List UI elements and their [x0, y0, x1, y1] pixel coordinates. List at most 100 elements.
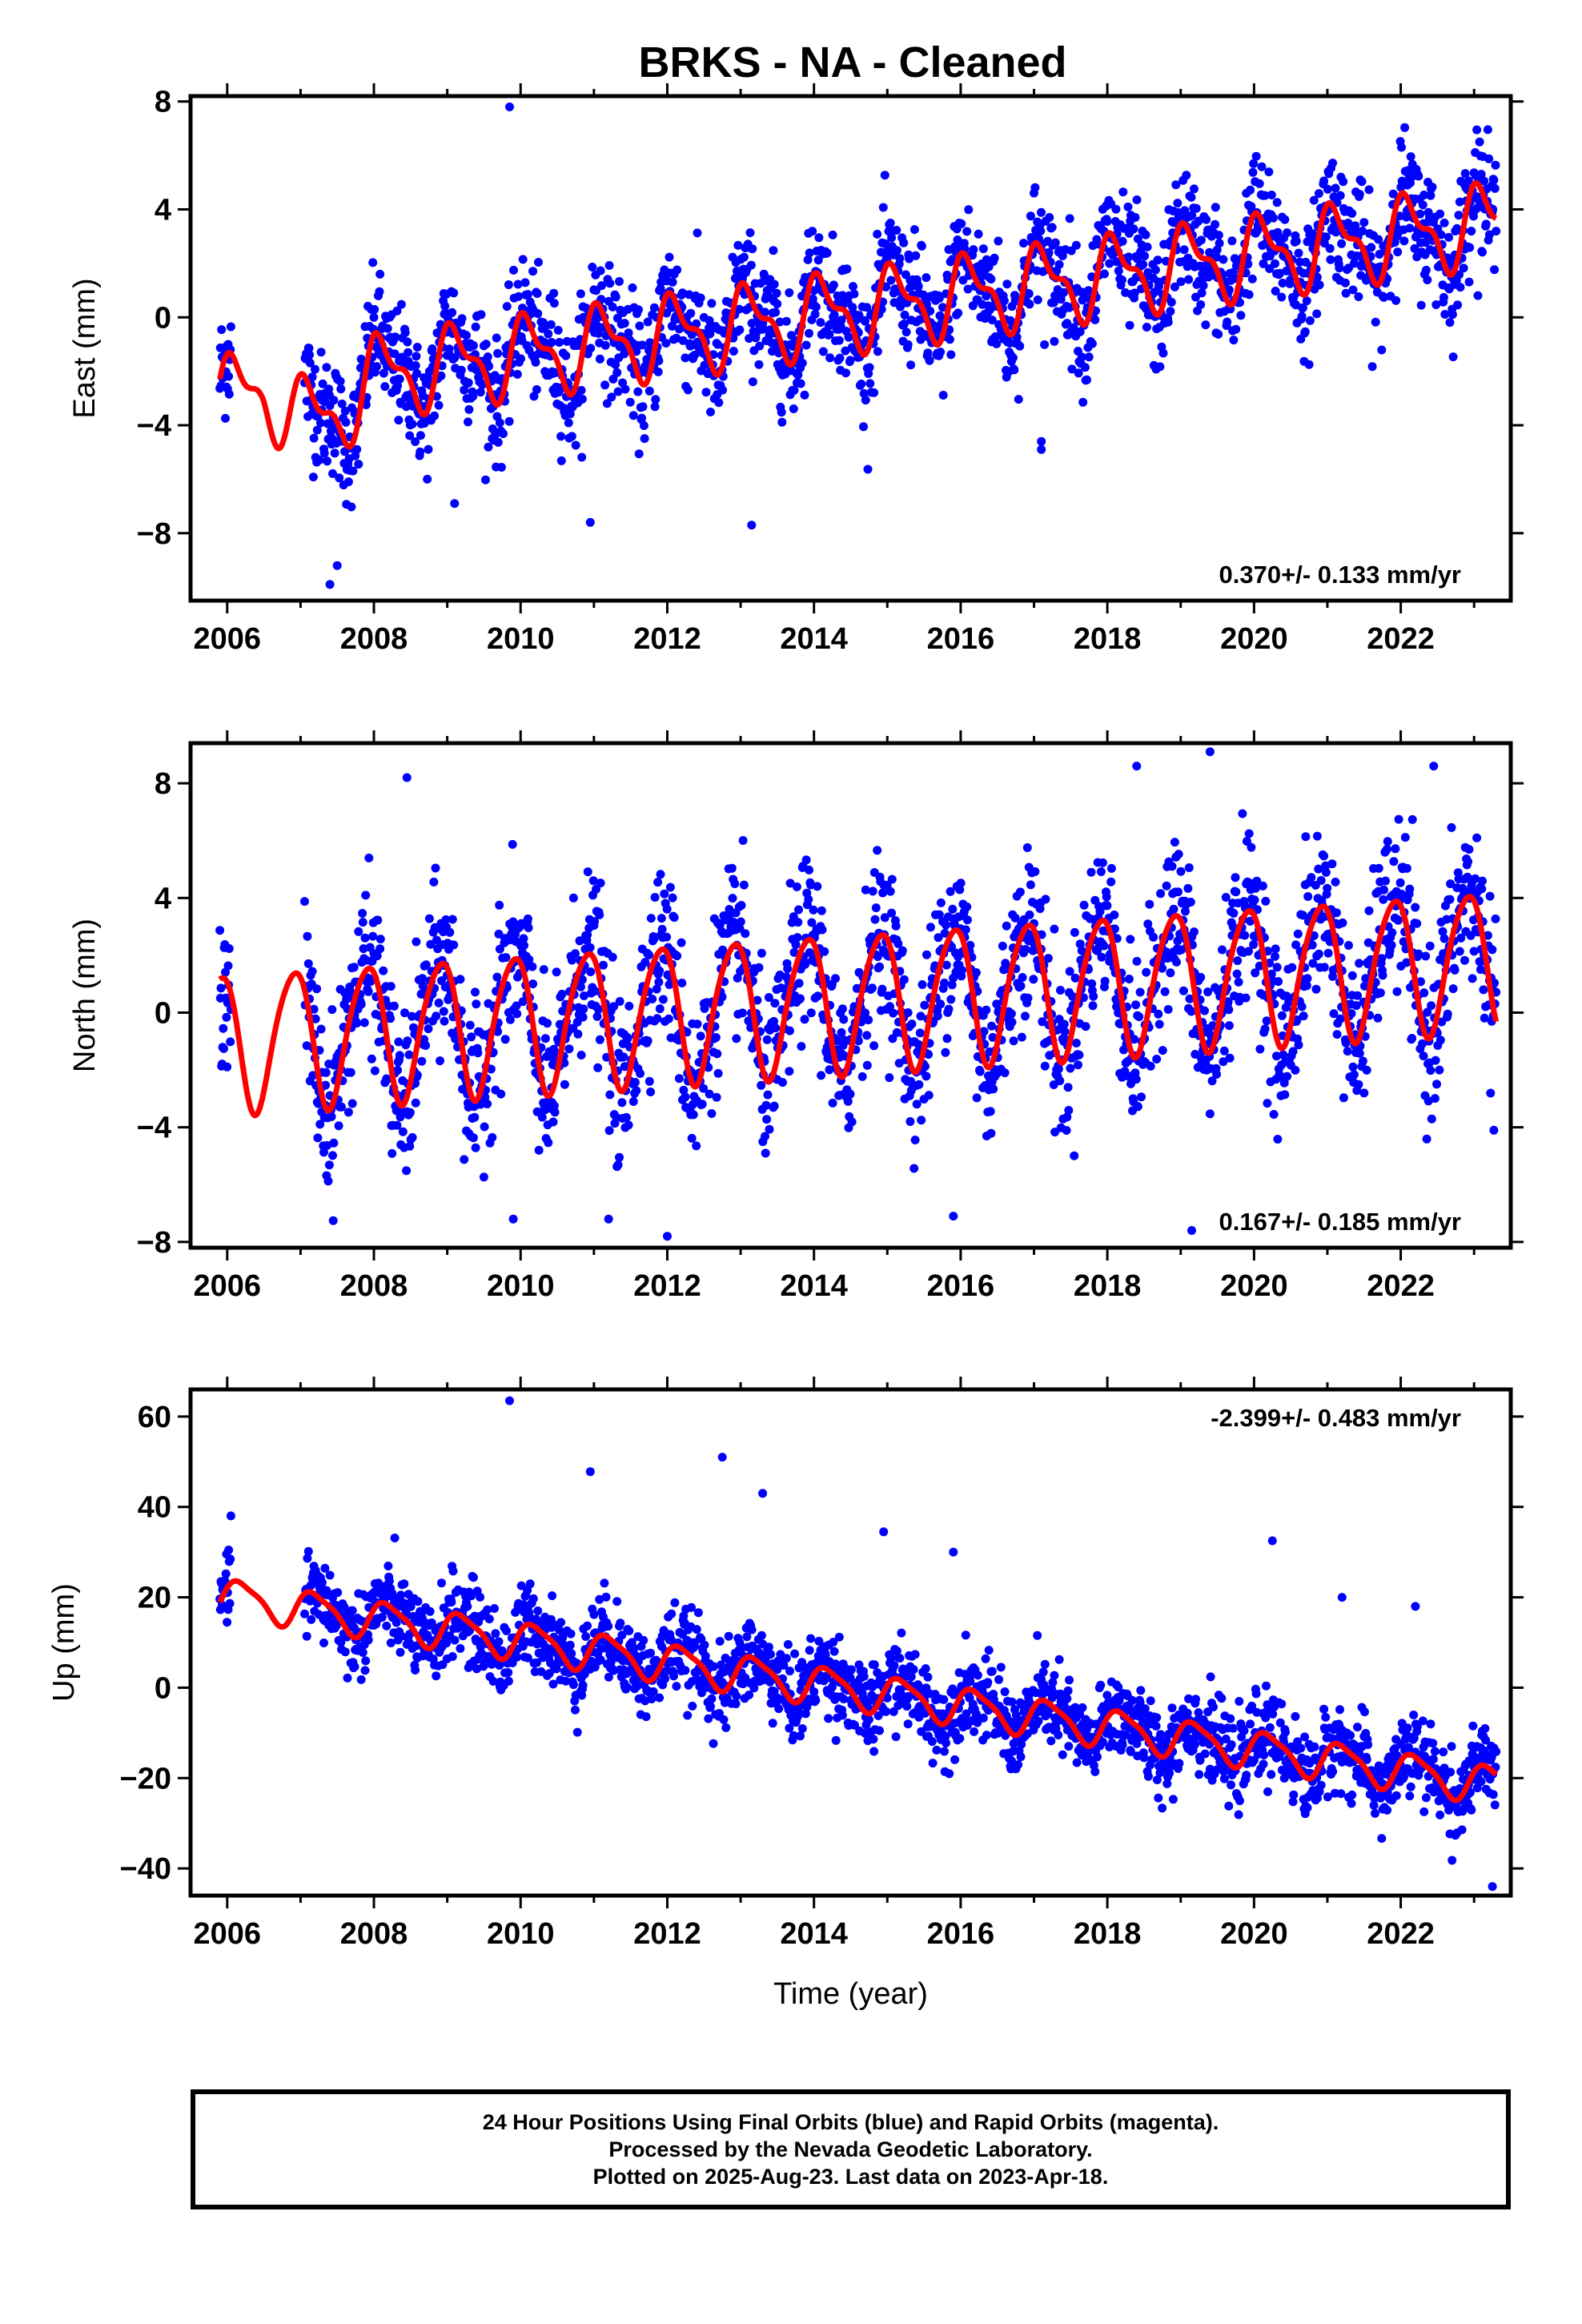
north-point [665, 883, 675, 892]
north-point [579, 1004, 588, 1014]
north-point [1375, 988, 1385, 998]
up-point [356, 1675, 366, 1684]
east-point [1215, 239, 1224, 248]
east-point [1328, 159, 1338, 168]
north-point [424, 914, 434, 923]
north-point [730, 879, 740, 888]
north-point [1224, 1005, 1234, 1015]
east-y-tick-label: 4 [155, 193, 171, 227]
north-point [1079, 900, 1089, 910]
north-point [1186, 1007, 1196, 1016]
north-point [386, 982, 396, 991]
east-point [921, 273, 931, 283]
up-point [363, 1635, 373, 1645]
east-y-tick-label: 8 [155, 86, 171, 119]
north-point [483, 1100, 492, 1108]
east-point [428, 344, 437, 353]
north-point [660, 889, 669, 899]
east-point [312, 425, 322, 435]
east-point [329, 396, 339, 405]
north-point [1439, 934, 1449, 943]
north-point [662, 932, 672, 942]
north-point [1287, 963, 1297, 972]
north-point [393, 1065, 403, 1075]
north-point [1009, 1036, 1018, 1046]
east-point [1326, 255, 1335, 264]
east-point [644, 386, 654, 396]
north-point [1358, 1056, 1367, 1066]
north-point [321, 1068, 331, 1077]
east-point [963, 284, 973, 294]
north-point [1491, 914, 1500, 923]
north-point [615, 997, 624, 1006]
north-point [887, 908, 897, 918]
east-point [396, 300, 406, 309]
east-point [1340, 278, 1350, 287]
east-point [1335, 263, 1344, 273]
north-point [1023, 993, 1033, 1003]
east-point [938, 303, 947, 312]
east-point [1278, 279, 1287, 287]
north-point [1221, 893, 1231, 902]
north-point [942, 1034, 952, 1043]
north-point [636, 1069, 645, 1078]
east-point [1247, 274, 1257, 283]
east-x-tick-label: 2006 [194, 622, 262, 656]
north-point [1060, 1027, 1070, 1036]
east-point [793, 370, 803, 380]
north-point [806, 1008, 816, 1018]
north-point [592, 1011, 602, 1021]
north-point [705, 1089, 714, 1099]
east-point [372, 362, 381, 372]
north-point [696, 1031, 705, 1041]
east-point [672, 333, 681, 343]
east-point [400, 328, 410, 337]
north-point [605, 1090, 615, 1100]
north-point [1231, 873, 1240, 883]
north-point [1134, 1012, 1144, 1022]
east-point [1312, 272, 1322, 282]
east-point [1138, 259, 1148, 269]
north-point [658, 995, 668, 1004]
north-point [1064, 1106, 1074, 1115]
east-point [987, 316, 997, 325]
east-point [1460, 169, 1470, 179]
north-point [1081, 1022, 1090, 1031]
east-point [1163, 317, 1173, 327]
east-point [1427, 183, 1437, 192]
east-point [635, 321, 644, 331]
north-point [307, 967, 317, 976]
east-point [1030, 183, 1040, 192]
up-point [221, 1569, 231, 1578]
north-y-tick-label: 8 [155, 767, 171, 801]
north-point [677, 979, 687, 987]
north-point [1343, 1047, 1352, 1056]
north-point [971, 968, 981, 977]
east-point [707, 299, 717, 308]
up-point [383, 1562, 393, 1570]
north-point [421, 1041, 431, 1050]
north-point [1464, 857, 1473, 866]
east-point [1114, 266, 1123, 275]
north-point [1425, 941, 1435, 951]
east-point [841, 368, 850, 378]
east-point [1080, 363, 1090, 372]
east-point [1464, 176, 1473, 186]
east-point [863, 464, 873, 474]
east-point [1319, 176, 1329, 186]
east-point [356, 354, 366, 364]
north-point [1131, 1075, 1141, 1084]
east-point [1040, 340, 1050, 349]
north-x-tick-label: 2010 [487, 1269, 555, 1303]
east-point [1291, 236, 1301, 246]
north-point [431, 863, 440, 873]
north-outlier-point [604, 1214, 613, 1224]
east-point [1102, 217, 1112, 227]
north-point [648, 995, 657, 1003]
east-point [309, 433, 319, 443]
north-point [1066, 1063, 1075, 1073]
north-point [924, 1050, 934, 1059]
north-point [347, 1099, 357, 1108]
north-point [1341, 1038, 1351, 1047]
east-point [1492, 227, 1501, 236]
